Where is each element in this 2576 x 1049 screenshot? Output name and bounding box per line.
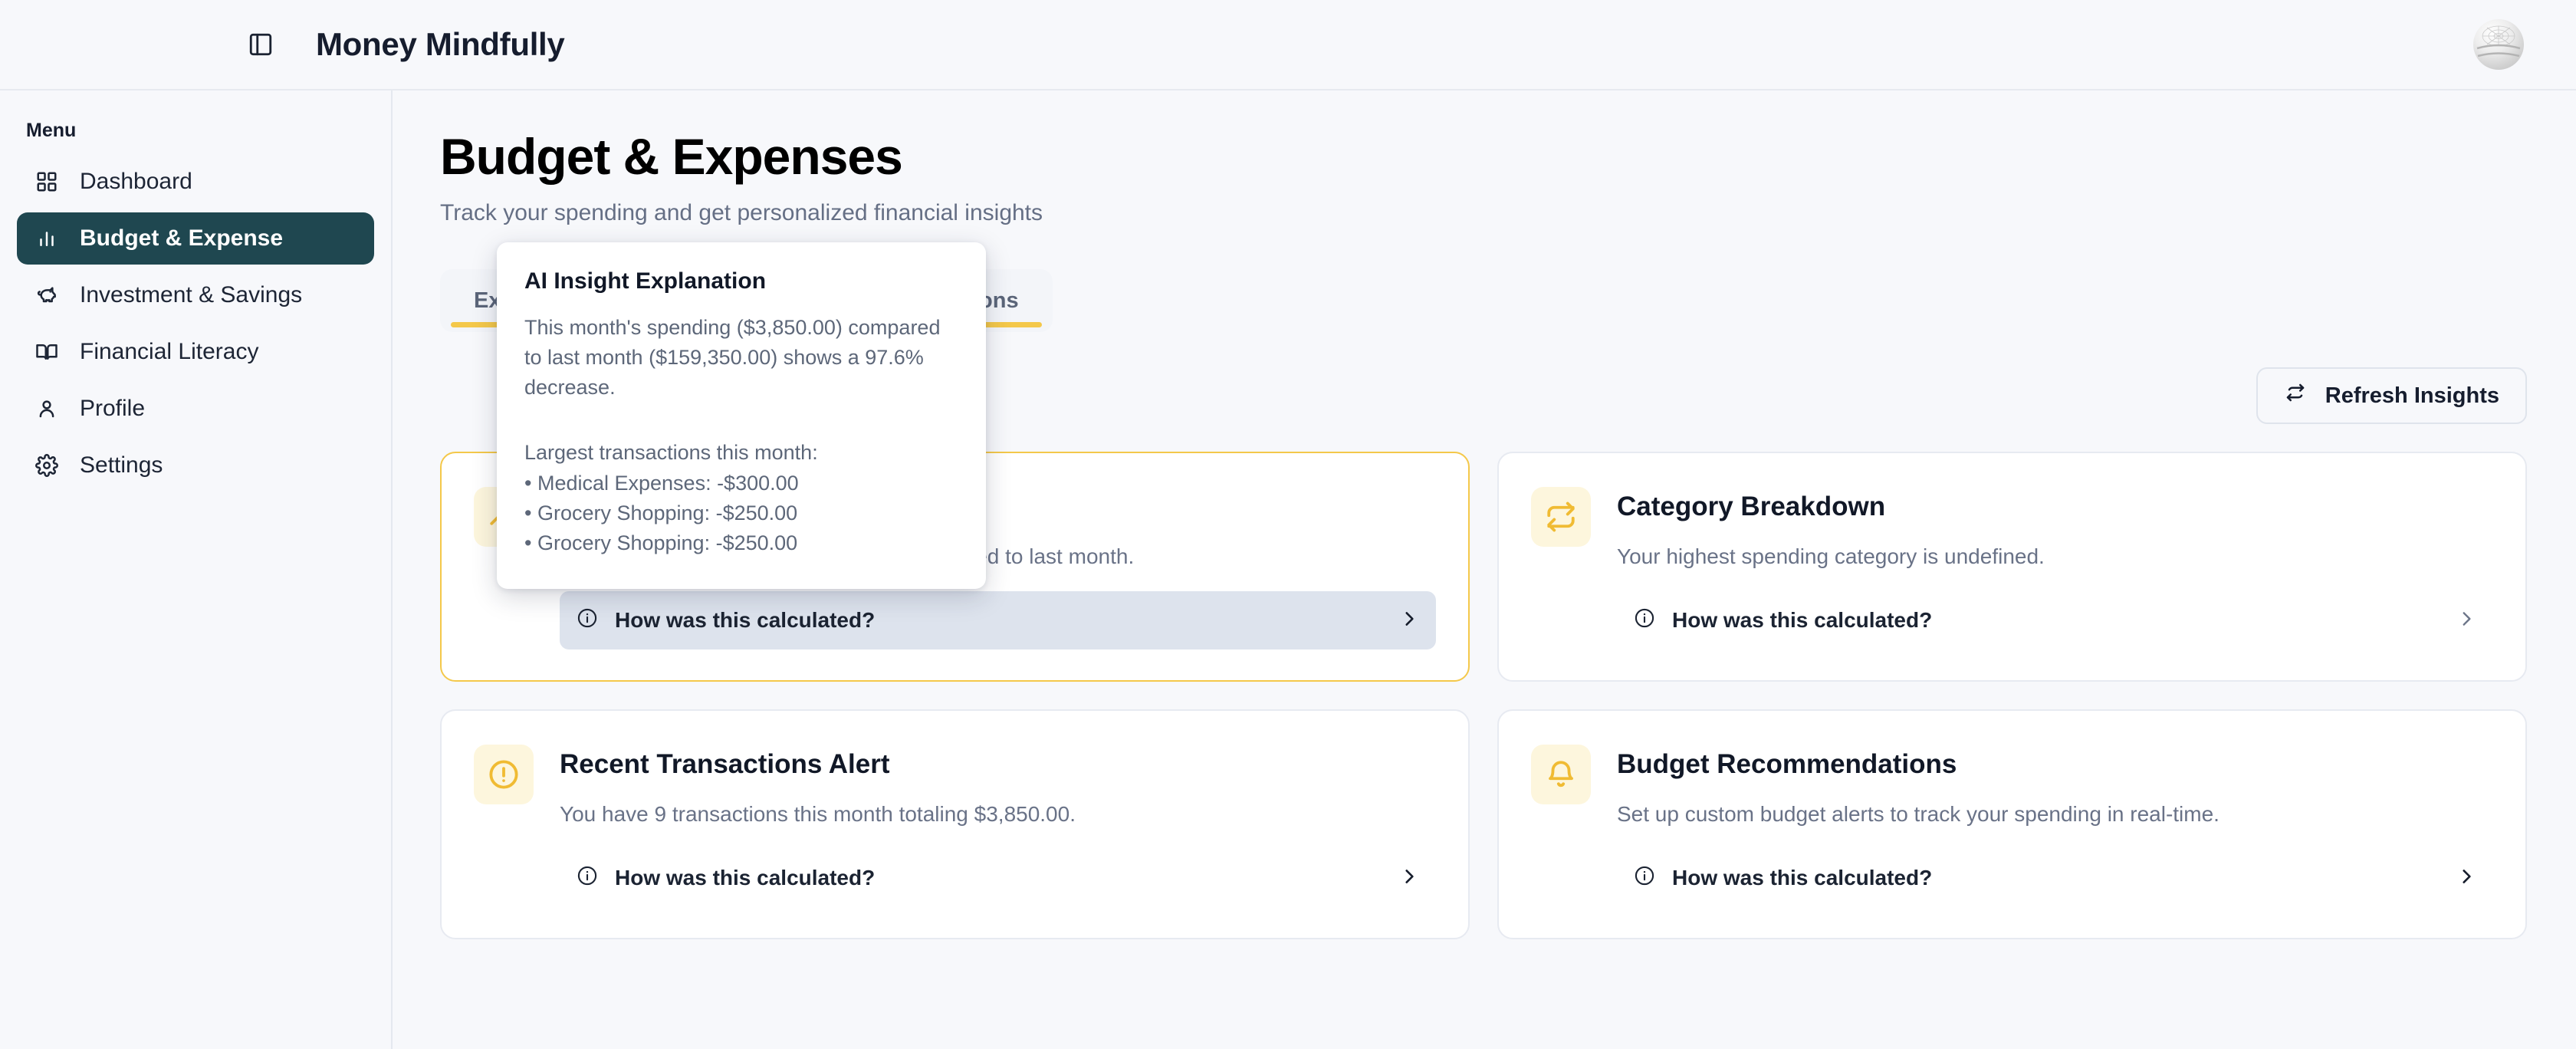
sidebar: Menu Dashboard Budget & Expense	[0, 90, 393, 1049]
sidebar-item-profile[interactable]: Profile	[17, 383, 374, 435]
card-header: Budget Recommendations Set up custom bud…	[1531, 745, 2493, 829]
info-icon	[1634, 607, 1655, 634]
refresh-insights-button[interactable]: Refresh Insights	[2256, 367, 2527, 425]
chevron-right-icon	[1399, 608, 1419, 633]
insight-card-budget-recommendations[interactable]: Budget Recommendations Set up custom bud…	[1497, 709, 2527, 940]
sidebar-toggle-icon[interactable]	[244, 28, 278, 61]
page-title: Budget & Expenses	[440, 128, 903, 185]
refresh-insights-label: Refresh Insights	[2325, 383, 2499, 408]
calc-label: How was this calculated?	[615, 866, 876, 890]
sidebar-item-settings[interactable]: Settings	[17, 439, 374, 492]
card-description: Your highest spending category is undefi…	[1617, 544, 2045, 569]
app-title: Money Mindfully	[316, 26, 565, 62]
sidebar-item-label: Investment & Savings	[80, 282, 303, 307]
calc-label: How was this calculated?	[1672, 866, 1933, 890]
sidebar-item-label: Budget & Expense	[80, 225, 284, 251]
page-subtitle: Track your spending and get personalized…	[440, 200, 1043, 226]
card-description: Set up custom budget alerts to track you…	[1617, 802, 2220, 827]
sidebar-item-financial-literacy[interactable]: Financial Literacy	[17, 326, 374, 378]
chevron-right-icon	[1399, 866, 1419, 890]
popover-title: AI Insight Explanation	[524, 268, 767, 294]
toolbar-row: Refresh Insights	[440, 367, 2527, 425]
repeat-arrows-icon	[1531, 487, 1591, 548]
card-text: Budget Recommendations Set up custom bud…	[1617, 745, 2493, 829]
insight-card-category-breakdown[interactable]: Category Breakdown Your highest spending…	[1497, 452, 2527, 682]
chevron-right-icon	[2456, 608, 2476, 633]
how-was-this-calculated-row[interactable]: How was this calculated?	[1617, 591, 2493, 649]
piggy-bank-icon	[34, 282, 60, 308]
calc-left: How was this calculated?	[577, 865, 875, 892]
sidebar-item-label: Profile	[80, 396, 146, 421]
popover-list-heading: Largest transactions this month:	[524, 441, 818, 465]
sidebar-item-label: Dashboard	[80, 169, 192, 194]
calc-left: How was this calculated?	[577, 607, 875, 634]
bar-chart-icon	[34, 225, 60, 252]
chevron-right-icon	[2456, 866, 2476, 890]
menu-section-label: Menu	[26, 120, 77, 141]
calc-left: How was this calculated?	[1634, 865, 1932, 892]
grid-icon	[34, 169, 60, 195]
calc-label: How was this calculated?	[1672, 608, 1933, 633]
user-icon	[34, 396, 60, 422]
calc-label: How was this calculated?	[615, 608, 876, 633]
sidebar-item-dashboard[interactable]: Dashboard	[17, 156, 374, 208]
alert-circle-icon	[474, 745, 534, 805]
ai-insight-explanation-popover: AI Insight Explanation This month's spen…	[497, 242, 986, 589]
how-was-this-calculated-row[interactable]: How was this calculated?	[1617, 849, 2493, 907]
gear-icon	[34, 452, 60, 478]
info-icon	[577, 865, 598, 892]
how-was-this-calculated-row[interactable]: How was this calculated?	[560, 849, 1436, 907]
card-title: Budget Recommendations	[1617, 749, 1957, 780]
card-description: You have 9 transactions this month total…	[560, 802, 1076, 827]
card-text: Recent Transactions Alert You have 9 tra…	[560, 745, 1436, 829]
info-icon	[1634, 865, 1655, 892]
body-split: Menu Dashboard Budget & Expense	[0, 90, 2576, 1049]
info-icon	[577, 607, 598, 634]
card-title: Category Breakdown	[1617, 492, 1886, 522]
popover-list-item: • Medical Expenses: -$300.00	[524, 471, 799, 495]
card-title: Recent Transactions Alert	[560, 749, 890, 780]
bell-icon	[1531, 745, 1591, 805]
card-text: Category Breakdown Your highest spending…	[1617, 487, 2493, 571]
book-open-icon	[34, 339, 60, 365]
popover-list-item: • Grocery Shopping: -$250.00	[524, 501, 798, 524]
sidebar-item-investment-savings[interactable]: Investment & Savings	[17, 269, 374, 321]
how-was-this-calculated-row[interactable]: How was this calculated?	[560, 591, 1436, 650]
sidebar-item-label: Financial Literacy	[80, 339, 259, 364]
insight-card-recent-transactions-alert[interactable]: Recent Transactions Alert You have 9 tra…	[440, 709, 1470, 940]
insight-cards-grid: Spending Trend Your spending decreased b…	[440, 452, 2527, 940]
card-header: Category Breakdown Your highest spending…	[1531, 487, 2493, 571]
popover-paragraph: This month's spending ($3,850.00) compar…	[524, 316, 941, 400]
calc-left: How was this calculated?	[1634, 607, 1932, 634]
sidebar-item-budget-expense[interactable]: Budget & Expense	[17, 212, 374, 265]
popover-list-item: • Grocery Shopping: -$250.00	[524, 531, 798, 554]
avatar[interactable]	[2473, 19, 2524, 70]
card-header: Recent Transactions Alert You have 9 tra…	[474, 745, 1436, 829]
top-bar: Money Mindfully	[0, 0, 2576, 90]
refresh-icon	[2284, 381, 2307, 410]
sidebar-item-label: Settings	[80, 452, 163, 478]
